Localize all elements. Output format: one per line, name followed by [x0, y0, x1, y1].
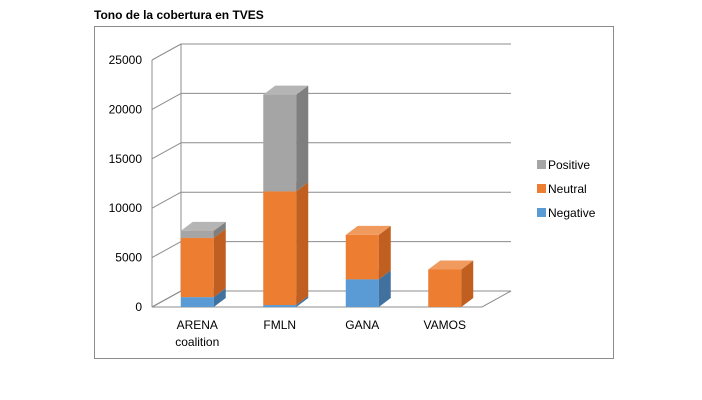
page-title: Tono de la cobertura en TVES: [94, 8, 264, 22]
y-tick-label-5: 25000: [109, 53, 143, 67]
category-label-line: coalition: [175, 335, 219, 349]
bar-top: [345, 225, 391, 235]
bar-front: [345, 234, 379, 280]
category-label-line: VAMOS: [424, 318, 466, 332]
y-tick-label-1: 5000: [115, 251, 142, 265]
category-label-3: VAMOS: [424, 318, 466, 332]
legend-label-negative: Negative: [548, 206, 596, 220]
bar-front: [263, 305, 297, 307]
chart-frame: [94, 26, 614, 359]
bar-top: [180, 221, 226, 231]
bar-front: [428, 269, 462, 307]
bar-side: [461, 260, 474, 307]
bar-3-neutral: [428, 260, 474, 307]
bar-1-positive: [263, 85, 309, 192]
gridline-depth-5: [151, 43, 182, 61]
legend-swatch-neutral: [537, 184, 546, 193]
bar-front: [263, 191, 297, 306]
bar-0-positive: [180, 221, 226, 238]
bar-side: [378, 270, 391, 307]
category-label-1: FMLN: [263, 318, 296, 332]
y-tick-label-0: 0: [135, 300, 142, 314]
gridline-depth-1: [151, 241, 182, 259]
bar-front: [180, 297, 214, 307]
gridline-depth-4: [151, 92, 182, 110]
legend-swatch-positive: [537, 160, 546, 169]
bar-side: [296, 296, 309, 307]
bar-2-neutral: [345, 225, 391, 280]
x-axis-categories: ARENA coalition FMLN GANA VAMOS: [175, 318, 466, 349]
category-label-2: GANA: [345, 318, 379, 332]
bar-side: [296, 182, 309, 306]
bar-front: [180, 230, 214, 238]
bar-front: [345, 279, 379, 307]
bar-side: [378, 225, 391, 280]
bar-0-neutral: [180, 228, 226, 298]
bar-1-neutral: [263, 182, 309, 306]
legend: Positive Neutral Negative: [537, 158, 596, 220]
gridline-depth-3: [151, 142, 182, 160]
category-label-line: ARENA: [177, 318, 218, 332]
bar-side: [213, 228, 226, 298]
bar-side: [213, 221, 226, 238]
legend-swatch-negative: [537, 208, 546, 217]
gridline-depth-2: [151, 191, 182, 209]
y-axis-ticks: 0 5000 10000 15000 20000 25000: [109, 53, 143, 314]
legend-label-neutral: Neutral: [548, 182, 587, 196]
bar-side: [213, 288, 226, 307]
category-label-line: GANA: [345, 318, 379, 332]
y-tick-label-3: 15000: [109, 152, 143, 166]
bar-side: [296, 85, 309, 192]
legend-label-positive: Positive: [548, 158, 590, 172]
category-label-line: FMLN: [263, 318, 296, 332]
y-tick-label-2: 10000: [109, 201, 143, 215]
bar-top: [263, 85, 309, 95]
bar-top: [428, 260, 474, 270]
bar-front: [263, 94, 297, 192]
bars: [180, 85, 474, 307]
y-tick-label-4: 20000: [109, 102, 143, 116]
category-label-0: ARENA coalition: [175, 318, 219, 349]
bar-front: [180, 237, 214, 298]
